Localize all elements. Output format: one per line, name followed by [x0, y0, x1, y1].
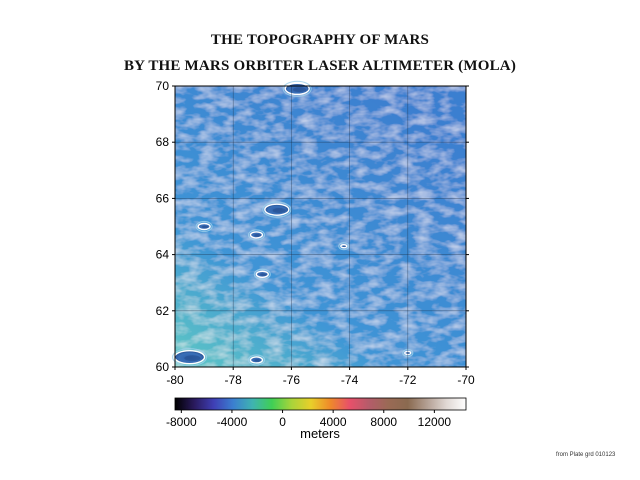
- crater: [253, 268, 271, 280]
- colorbar-ticks: -8000 -4000 0 4000 8000 12000: [166, 410, 451, 429]
- crater: [262, 201, 292, 218]
- terrain-raster: [175, 86, 466, 367]
- y-tick-label: 68: [156, 135, 170, 149]
- crater: [195, 220, 213, 233]
- y-tick-label: 62: [156, 304, 170, 318]
- colorbar-tick-label: 4000: [320, 415, 347, 429]
- x-tick-label: -70: [457, 373, 475, 387]
- colorbar-unit-label: meters: [300, 426, 340, 441]
- colorbar-tick-label: -4000: [217, 415, 248, 429]
- source-credit: from Plate grd 010123: [556, 452, 616, 458]
- crater: [338, 242, 350, 251]
- x-tick-label: -72: [399, 373, 417, 387]
- x-tick-label: -78: [225, 373, 243, 387]
- y-tick-label: 64: [156, 248, 170, 262]
- colorbar-tick-label: 12000: [418, 415, 452, 429]
- colorbar-tick-label: -8000: [166, 415, 197, 429]
- crater: [171, 348, 208, 367]
- y-tick-label: 66: [156, 191, 170, 205]
- map-frame: [174, 85, 467, 368]
- y-tick-label: 70: [156, 79, 170, 93]
- latitude-ticks: 70 68 66 64 62 60: [156, 79, 469, 374]
- elevation-colorbar: [174, 397, 467, 411]
- map-subtitle: BY THE MARS ORBITER LASER ALTIMETER (MOL…: [123, 58, 517, 74]
- colorbar-tick-label: 0: [279, 415, 286, 429]
- x-tick-label: -74: [341, 373, 359, 387]
- crater: [282, 80, 312, 97]
- y-tick-label: 60: [156, 360, 170, 374]
- crater: [247, 354, 266, 366]
- crater: [247, 229, 266, 241]
- x-tick-label: -76: [283, 373, 301, 387]
- colorbar-tick-label: 8000: [370, 415, 397, 429]
- x-tick-label: -80: [166, 373, 184, 387]
- map-title: THE TOPOGRAPHY OF MARS: [210, 32, 430, 48]
- longitude-ticks: -80 -78 -76 -74 -72 -70: [166, 367, 475, 387]
